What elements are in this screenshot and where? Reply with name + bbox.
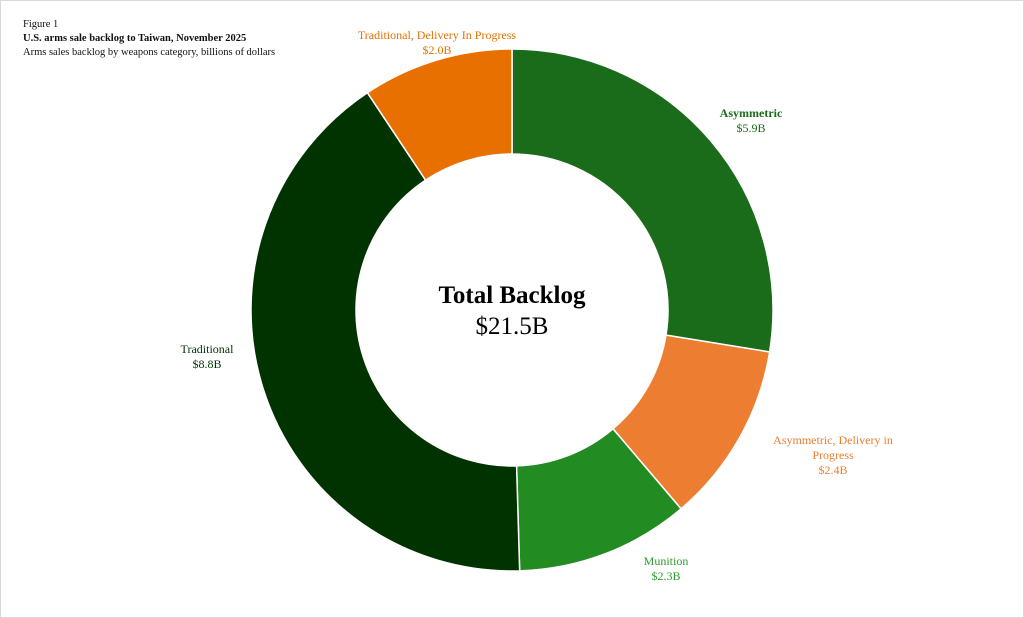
slice-value: $8.8B: [192, 357, 222, 371]
slice-value: $2.3B: [651, 569, 681, 583]
slice-name: Traditional, Delivery In Progress: [357, 28, 517, 42]
donut-slice-asymmetric: [511, 48, 774, 353]
center-value: $21.5B: [475, 313, 549, 340]
slice-name: Traditional: [180, 342, 234, 356]
slice-name: Asymmetric, Delivery in Progress: [773, 433, 893, 462]
donut-slice-traditional: [250, 91, 521, 572]
slice-label-asymmetric: Asymmetric $5.9B: [720, 106, 783, 136]
figure-number: Figure 1: [23, 19, 59, 30]
chart-subtitle: Arms sales backlog by weapons category, …: [23, 47, 276, 58]
slice-label-asymmetric-delivery: Asymmetric, Delivery in Progress $2.4B: [773, 433, 893, 478]
slice-label-munition: Munition $2.3B: [644, 554, 689, 584]
slice-name: Munition: [643, 554, 689, 568]
slice-value: $5.9B: [736, 121, 766, 135]
slice-value: $2.4B: [818, 463, 848, 477]
slice-name: Asymmetric: [719, 106, 783, 120]
donut-slice-traditional-delivery: [366, 48, 513, 182]
chart-title: U.S. arms sale backlog to Taiwan, Novemb…: [23, 33, 247, 44]
center-title: Total Backlog: [438, 282, 586, 309]
slice-label-traditional: Traditional $8.8B: [181, 342, 234, 372]
slice-value: $2.0B: [422, 43, 452, 57]
slice-label-traditional-delivery: Traditional, Delivery In Progress $2.0B: [358, 28, 516, 58]
